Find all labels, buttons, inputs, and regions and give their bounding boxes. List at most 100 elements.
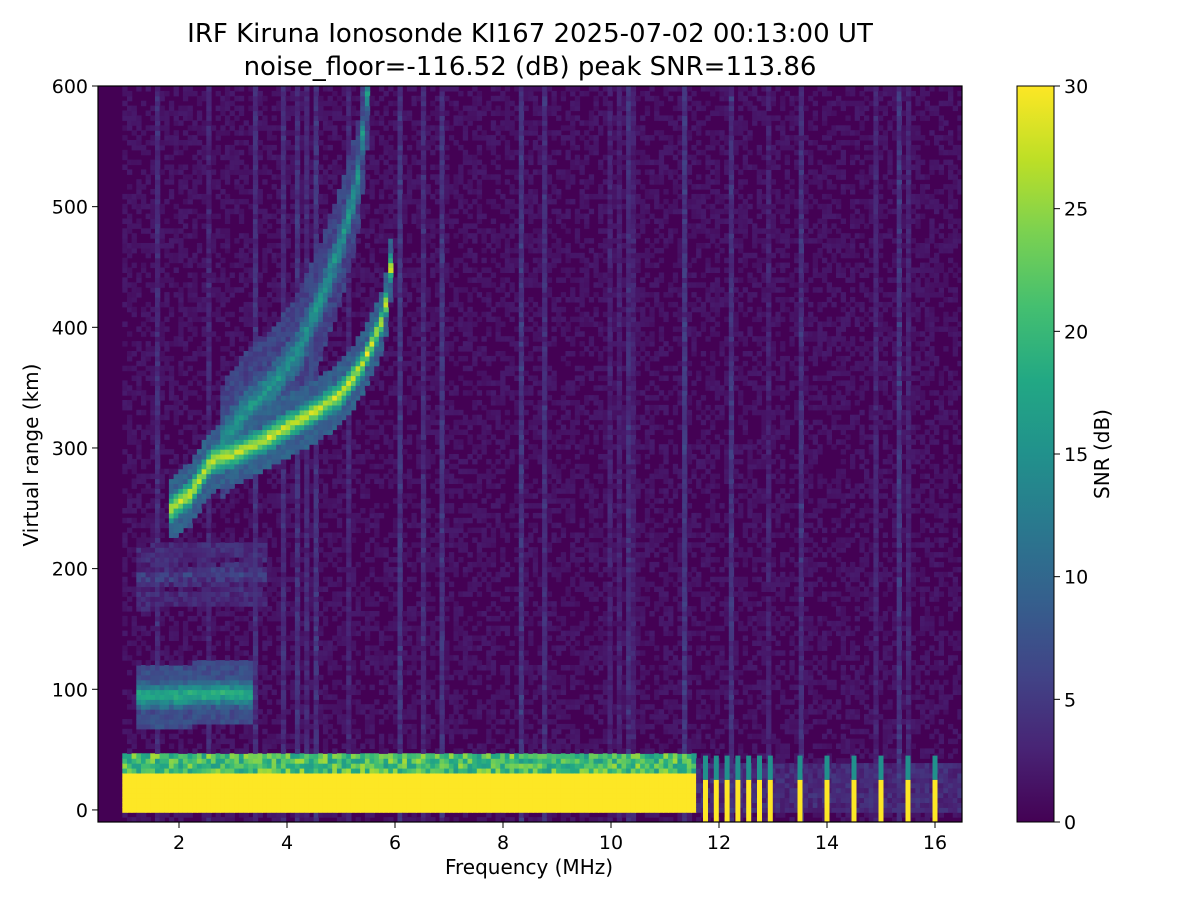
heatmap-cell (318, 424, 324, 431)
heatmap-cell (229, 601, 235, 607)
heatmap-cell (215, 660, 221, 666)
heatmap-cell (215, 424, 221, 431)
heatmap-cell (332, 419, 338, 426)
heatmap-cell (308, 223, 315, 229)
heatmap-cell (336, 414, 343, 421)
heatmap-cell (155, 223, 161, 229)
heatmap-cell (164, 606, 170, 612)
heatmap-cell (220, 95, 226, 102)
heatmap-cell (313, 596, 319, 602)
heatmap-cell (229, 503, 235, 509)
heatmap-cell (122, 449, 128, 455)
heatmap-cell (192, 591, 198, 597)
heatmap-cell (285, 390, 291, 396)
heatmap-cell (155, 370, 161, 377)
heatmap-cell (271, 125, 277, 131)
heatmap-cell (155, 100, 161, 107)
heatmap-cell (131, 591, 137, 597)
heatmap-cell (294, 615, 301, 622)
heatmap-cell (220, 738, 226, 745)
heatmap-cell (182, 503, 189, 509)
heatmap-cell (262, 645, 268, 651)
heatmap-cell (299, 355, 305, 362)
heatmap-cell (341, 655, 347, 661)
heatmap-cell (141, 723, 147, 730)
heatmap-cell (150, 105, 156, 112)
heatmap-cell (182, 424, 189, 431)
heatmap-cell (276, 768, 282, 774)
heatmap-cell (127, 140, 133, 146)
heatmap-cell (168, 517, 175, 524)
heatmap-cell (290, 812, 296, 818)
heatmap-cell (178, 601, 184, 607)
heatmap-cell (294, 571, 301, 578)
heatmap-cell (346, 792, 352, 799)
heatmap-cell (294, 512, 301, 519)
heatmap-cell (145, 512, 151, 519)
heatmap-cell (243, 311, 249, 318)
heatmap-cell (341, 355, 347, 362)
heatmap-cell (271, 483, 277, 489)
heatmap-cell (168, 140, 175, 146)
heatmap-cell (336, 419, 343, 426)
heatmap-cell (127, 655, 133, 661)
heatmap-cell (285, 542, 291, 548)
heatmap-cell (290, 154, 296, 161)
heatmap-cell (210, 679, 217, 686)
heatmap-cell (159, 233, 165, 239)
heatmap-cell (280, 218, 287, 224)
heatmap-cell (304, 738, 310, 745)
heatmap-cell (336, 547, 343, 553)
heatmap-cell (346, 640, 352, 646)
heatmap-cell (248, 86, 254, 92)
heatmap-cell (262, 351, 268, 357)
heatmap-cell (313, 581, 319, 588)
heatmap-cell (336, 282, 343, 288)
heatmap-cell (210, 719, 217, 725)
heatmap-cell (308, 262, 315, 269)
heatmap-cell (215, 458, 221, 465)
heatmap-cell (290, 665, 296, 671)
heatmap-cell (299, 360, 305, 367)
heatmap-cell (215, 625, 221, 632)
heatmap-cell (327, 144, 333, 151)
heatmap-cell (178, 714, 184, 720)
heatmap-cell (224, 635, 231, 641)
heatmap-cell (238, 233, 245, 239)
heatmap-cell (145, 316, 151, 323)
heatmap-cell (266, 336, 273, 342)
heatmap-cell (252, 547, 259, 553)
heatmap-cell (178, 306, 184, 313)
heatmap-cell (327, 768, 333, 774)
heatmap-cell (187, 772, 193, 779)
heatmap-cell (229, 125, 235, 131)
heatmap-cell (332, 341, 338, 347)
heatmap-cell (304, 326, 310, 332)
heatmap-cell (252, 306, 259, 313)
heatmap-cell (201, 630, 207, 637)
heatmap-cell (155, 375, 161, 381)
heatmap-cell (220, 699, 226, 705)
heatmap-cell (187, 719, 193, 725)
heatmap-cell (182, 517, 189, 524)
heatmap-cell (201, 561, 207, 568)
heatmap-cell (248, 498, 254, 504)
heatmap-cell (159, 355, 165, 362)
heatmap-cell (346, 552, 352, 558)
heatmap-cell (234, 655, 240, 661)
heatmap-cell (136, 684, 142, 691)
heatmap-cell (210, 537, 217, 543)
heatmap-cell (192, 547, 198, 553)
heatmap-cell (220, 601, 226, 607)
heatmap-cell (168, 252, 175, 259)
heatmap-cell (327, 792, 333, 799)
heatmap-cell (168, 552, 175, 558)
heatmap-cell (299, 709, 305, 715)
heatmap-cell (220, 390, 226, 396)
heatmap-cell (182, 640, 189, 646)
heatmap-cell (308, 409, 315, 416)
heatmap-cell (173, 552, 179, 558)
heatmap-cell (346, 414, 352, 421)
heatmap-cell (210, 802, 217, 808)
heatmap-cell (280, 768, 287, 774)
